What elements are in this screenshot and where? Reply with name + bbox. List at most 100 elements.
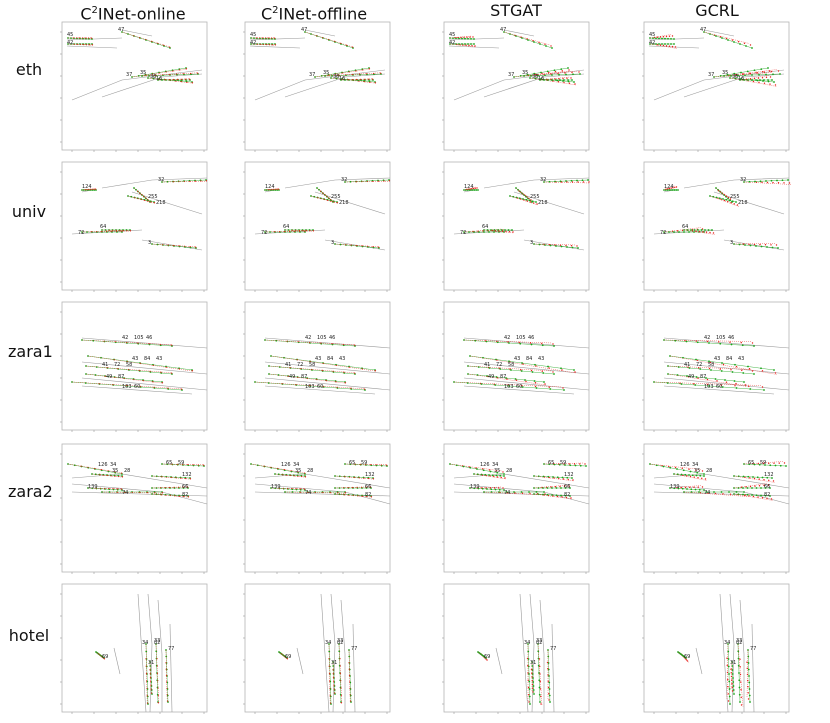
agent-id-label: 82: [736, 640, 742, 646]
prediction-point: [748, 72, 750, 74]
prediction-point: [695, 340, 697, 342]
prediction-point: [588, 181, 590, 183]
prediction-point: [576, 245, 578, 247]
scene-path: [695, 647, 703, 675]
prediction-point: [528, 701, 530, 703]
prediction-point: [476, 187, 478, 189]
prediction-point: [554, 486, 557, 488]
agent-id-label: 82: [564, 492, 570, 498]
agent-id-label: 28: [124, 468, 130, 474]
agent-id-label: 60: [716, 384, 722, 390]
prediction-point: [726, 657, 728, 659]
agent-id-label: 45: [250, 32, 256, 38]
prediction-point: [501, 230, 504, 232]
ground-truth-line: [250, 37, 276, 40]
prediction-line: [509, 195, 539, 206]
scene-path: [723, 239, 785, 251]
prediction-point: [548, 693, 550, 695]
prediction-point: [748, 368, 751, 370]
ground-truth-line: [543, 179, 589, 183]
prediction-line: [477, 651, 489, 662]
scene-path: [739, 599, 745, 712]
prediction-line: [348, 649, 351, 701]
agent-id-label: 65: [748, 460, 754, 466]
scene-path: [264, 361, 391, 375]
prediction-point: [180, 78, 183, 81]
agent-id-label: 105: [317, 335, 327, 341]
agent-id-label: 36: [333, 74, 339, 80]
agent-id-label: 28: [706, 468, 712, 474]
prediction-point: [194, 180, 197, 182]
agent-id-label: 66: [564, 484, 570, 490]
prediction-point: [731, 683, 733, 685]
prediction-point: [701, 477, 703, 480]
ground-truth-line: [161, 463, 205, 467]
prediction-point: [488, 469, 491, 471]
prediction-line: [316, 187, 333, 201]
prediction-line: [683, 491, 748, 497]
prediction-point: [757, 496, 759, 498]
agent-id-label: 37: [708, 72, 714, 78]
prediction-point: [482, 468, 484, 470]
prediction-line: [284, 229, 314, 232]
prediction-point: [527, 686, 530, 689]
prediction-point: [547, 680, 549, 682]
agent-id-label: 139: [670, 484, 680, 490]
scene-path: [264, 337, 391, 349]
agent-id-label: 74: [704, 490, 710, 496]
agent-id-label: 35: [323, 70, 329, 76]
prediction-point: [579, 463, 581, 465]
agent-id-label: 84: [526, 356, 532, 362]
prediction-point: [772, 480, 775, 482]
prediction-point: [489, 487, 491, 489]
agent-id-label: 37: [508, 72, 514, 78]
prediction-line: [127, 195, 155, 204]
prediction-line: [449, 35, 473, 39]
prediction-point: [544, 43, 546, 45]
agent-id-label: 43: [315, 356, 321, 362]
prediction-point: [522, 363, 524, 365]
prediction-point: [753, 77, 756, 80]
scene-path: [304, 29, 336, 37]
scene-path: [264, 377, 391, 391]
column-title-sup: 2: [272, 5, 279, 16]
panel-frame: [443, 443, 590, 573]
ground-truth-line: [264, 339, 356, 347]
prediction-point: [752, 80, 755, 83]
panel-frame: [61, 301, 208, 431]
prediction-point: [571, 71, 573, 74]
agent-id-label: 43: [132, 356, 138, 362]
prediction-line: [683, 229, 716, 235]
ground-truth-line: [473, 473, 505, 477]
prediction-point: [668, 465, 670, 468]
scene-path: [463, 385, 575, 395]
column-title-prefix: STGAT: [490, 1, 542, 20]
prediction-point: [727, 678, 729, 681]
agent-id-label: 82: [764, 492, 770, 498]
prediction-point: [570, 497, 572, 499]
prediction-point: [659, 36, 662, 38]
prediction-line: [449, 43, 477, 48]
prediction-point: [566, 77, 568, 79]
ground-truth-line: [161, 179, 207, 183]
prediction-point: [539, 680, 541, 683]
ground-truth-line: [503, 31, 553, 49]
prediction-point: [472, 187, 475, 190]
prediction-point: [568, 463, 570, 465]
prediction-point: [697, 477, 699, 479]
prediction-point: [574, 83, 576, 85]
ground-truth-point: [579, 73, 581, 75]
agent-id-label: 16: [339, 76, 345, 82]
prediction-point: [748, 495, 750, 497]
prediction-point: [303, 472, 306, 474]
scene-path: [703, 29, 735, 37]
prediction-line: [515, 187, 531, 200]
ground-truth-line: [270, 355, 376, 371]
prediction-point: [725, 37, 728, 40]
prediction-point: [707, 492, 709, 494]
agent-id-label: 47: [500, 27, 506, 33]
agent-id-label: 58: [309, 362, 315, 368]
prediction-point: [686, 475, 688, 477]
prediction-line: [133, 187, 150, 201]
